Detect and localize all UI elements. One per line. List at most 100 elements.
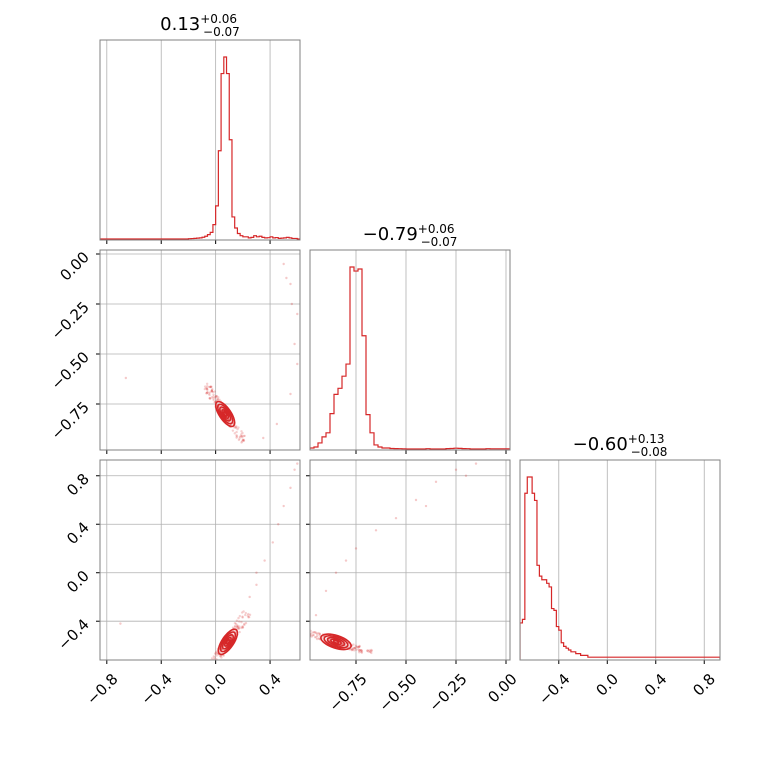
sample-point — [213, 663, 215, 665]
sample-point — [213, 401, 216, 404]
sample-point — [355, 648, 358, 651]
sample-point — [212, 661, 214, 663]
sample-point — [317, 637, 321, 640]
sample-point — [212, 393, 215, 396]
sample-point — [234, 426, 238, 430]
sample-point — [310, 635, 313, 638]
tail-sample-point — [434, 480, 438, 484]
sample-point — [365, 649, 369, 653]
tail-sample-point — [263, 559, 266, 562]
x-tick-label: 0.0 — [201, 670, 231, 700]
sample-point — [351, 648, 354, 651]
tail-sample-point — [454, 468, 458, 471]
sample-point — [215, 394, 219, 398]
sample-point — [358, 645, 361, 648]
sample-point — [243, 434, 246, 438]
sample-point — [236, 624, 239, 628]
sample-point — [360, 648, 363, 652]
sample-point — [205, 387, 209, 390]
sample-point — [302, 631, 304, 633]
sample-point — [208, 393, 211, 397]
sample-point — [356, 646, 359, 649]
sample-point — [240, 434, 244, 438]
sample-point — [306, 630, 308, 632]
sample-point — [231, 429, 235, 432]
sample-point — [213, 390, 216, 393]
sample-point — [234, 426, 237, 429]
sample-point — [233, 621, 237, 625]
sample-point — [210, 385, 213, 389]
sample-point — [353, 646, 356, 650]
axes-frame — [99, 249, 301, 451]
sample-point — [206, 391, 209, 394]
tail-sample-point — [324, 589, 328, 593]
sample-point — [210, 389, 214, 392]
axes-frame — [309, 249, 511, 451]
sample-point — [341, 642, 345, 646]
sample-point — [305, 631, 307, 633]
tail-sample-point — [344, 559, 348, 562]
sample-point — [237, 620, 241, 623]
sample-point — [214, 395, 218, 399]
sample-point — [302, 628, 304, 630]
tail-sample-point — [314, 613, 318, 617]
sample-point — [205, 392, 208, 395]
sample-point — [313, 636, 317, 639]
sample-point — [240, 440, 244, 443]
x-tick-label: −0.4 — [137, 670, 175, 708]
sample-point — [216, 664, 218, 666]
sample-point — [314, 631, 318, 634]
sample-point — [208, 391, 212, 394]
sample-point — [218, 654, 222, 658]
sample-point — [222, 654, 225, 657]
tail-sample-point — [262, 436, 265, 440]
sample-point — [208, 661, 210, 663]
y-tick-label: −0.25 — [48, 298, 93, 343]
tail-sample-point — [394, 516, 398, 520]
sample-point — [368, 650, 372, 654]
tail-sample-point — [464, 474, 468, 477]
sample-point — [205, 382, 209, 386]
tail-sample-point — [293, 468, 296, 471]
sample-point — [300, 632, 302, 634]
sample-point — [231, 626, 235, 629]
sample-point — [210, 657, 214, 660]
tail-sample-point — [474, 462, 478, 465]
sample-point — [242, 434, 245, 438]
sample-point — [205, 391, 208, 395]
sample-point — [247, 615, 251, 619]
x-tick-label: 0.00 — [484, 670, 520, 706]
sample-point — [210, 390, 214, 393]
tail-sample-point — [354, 547, 358, 550]
sample-point — [315, 637, 319, 641]
sample-point — [315, 632, 319, 636]
tail-sample-point — [414, 498, 418, 502]
sample-point — [210, 390, 213, 393]
scatter-panel-param1-vs-param3: −0.8 −0.4 0.0 0.4 −0.4 0.0 0.4 0.8 — [54, 459, 301, 709]
sample-point — [350, 648, 354, 652]
sample-point — [212, 663, 214, 665]
sample-point — [235, 436, 238, 439]
sample-point — [215, 654, 218, 657]
y-tick-label: 0.0 — [63, 567, 93, 597]
sample-point — [213, 652, 217, 655]
x-tick-label: 0.8 — [689, 670, 719, 700]
x-tick-label: −0.4 — [535, 670, 573, 708]
sample-point — [352, 649, 356, 652]
sample-point — [242, 610, 245, 613]
sample-point — [241, 436, 244, 439]
axes-frame — [309, 459, 511, 661]
sample-point — [212, 398, 215, 402]
sample-point — [240, 620, 243, 624]
sample-point — [358, 649, 361, 652]
sample-point — [203, 385, 207, 388]
density-contour — [216, 403, 234, 425]
sample-point — [219, 660, 221, 662]
tail-sample-point — [119, 622, 122, 625]
sample-point — [235, 434, 238, 437]
sample-point — [243, 623, 246, 627]
sample-point — [212, 395, 215, 398]
sample-point — [236, 428, 239, 431]
sample-point — [315, 634, 319, 638]
sample-point — [209, 397, 212, 400]
